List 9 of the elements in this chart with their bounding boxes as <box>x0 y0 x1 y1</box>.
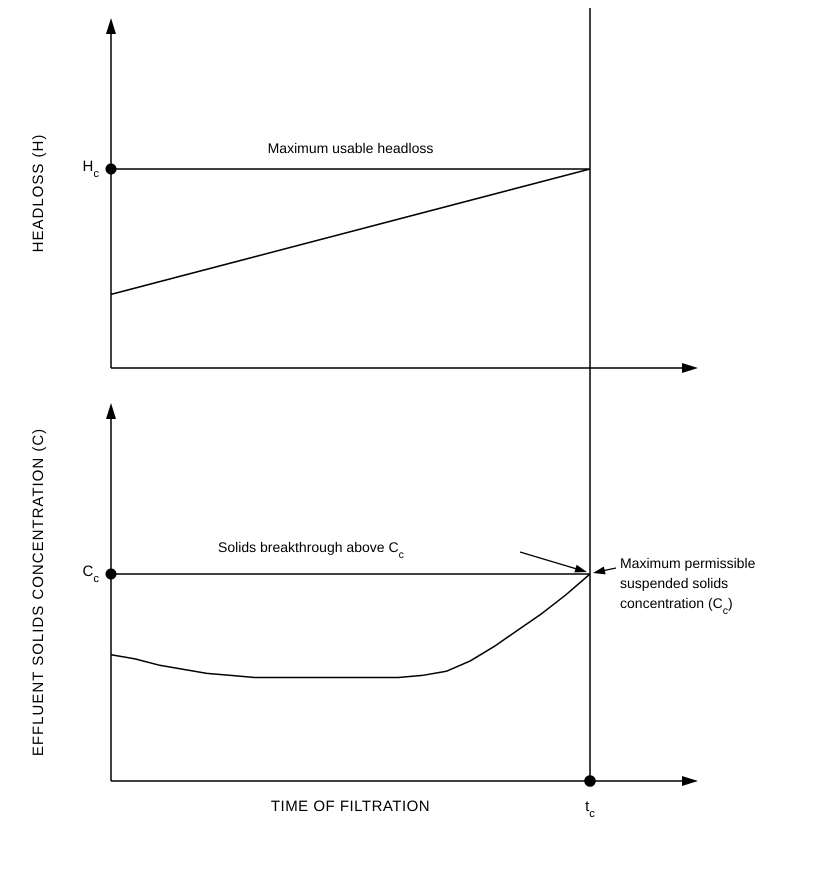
text: H$_{c}$ <box>82 158 100 180</box>
y-axis-title: HEADLOSS (H) <box>30 134 47 252</box>
text: C$_{c}$ <box>82 563 100 585</box>
text: t$_{c}$ <box>585 798 596 820</box>
text: Solids breakthrough above C$_{c}$ <box>218 539 404 561</box>
y-axis-title: EFFLUENT SOLIDS CONCENTRATION (C) <box>30 428 47 756</box>
text: Maximum usable headloss <box>268 140 434 156</box>
text: Maximum permissible suspended solids concentration (C$_{c}$) <box>620 555 756 617</box>
x-axis-title: TIME OF FILTRATION <box>270 798 430 815</box>
